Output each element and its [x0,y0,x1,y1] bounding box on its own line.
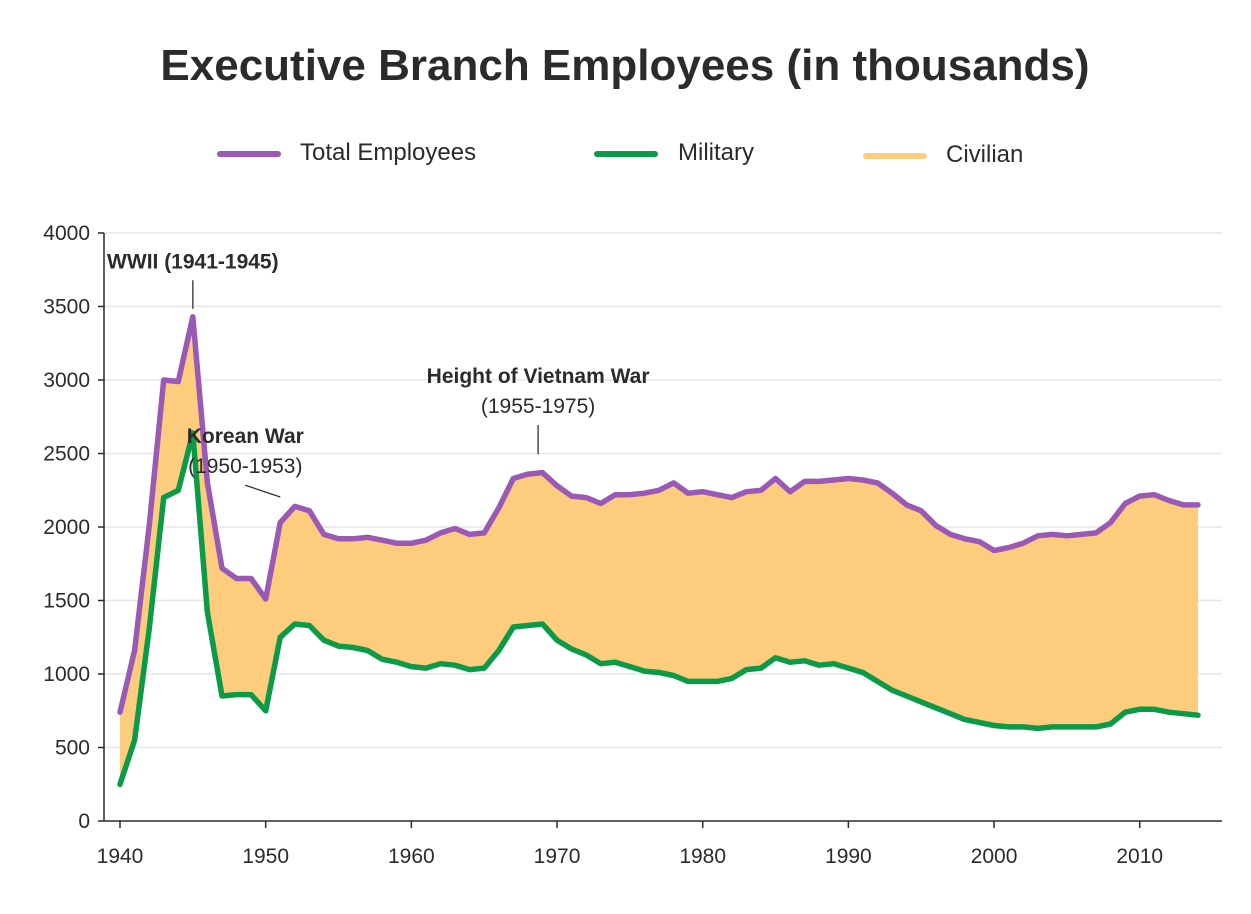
series-line-total [117,314,1201,715]
y-tick-label-1500: 1500 [43,590,90,613]
annotation-wwii-text-0: WWII (1941-1945) [107,250,279,273]
y-tick-label-2500: 2500 [43,443,90,466]
y-tick-label-1000: 1000 [43,663,90,686]
annotation-vietnam: Height of Vietnam War (1955-1975) [427,365,650,455]
x-tick-label-1990: 1990 [825,845,872,868]
civilian-area-layer [120,316,1198,785]
x-tick-label-1970: 1970 [534,845,581,868]
axes: 0 500 1000 1500 2000 2500 3000 3500 4000 1940 1950… [43,222,1222,868]
y-tick-label-500: 500 [55,737,90,760]
x-tick-label-2000: 2000 [971,845,1018,868]
annotation-korean-text-0: Korean War [187,425,304,448]
annotation-vietnam-text-0: Height of Vietnam War [427,365,650,388]
civilian-area [120,316,1198,785]
x-tick-label-2010: 2010 [1116,845,1163,868]
annotations: WWII (1941-1945) Korean War (1950-1953) Hei… [107,250,650,498]
y-tick-label-0: 0 [78,810,90,833]
annotation-wwii: WWII (1941-1945) [107,250,279,309]
annotation-korean: Korean War (1950-1953) [187,425,304,498]
x-tick-label-1980: 1980 [679,845,726,868]
annotation-korean-text-1: (1950-1953) [188,455,302,478]
annotation-korean-leader [245,484,281,498]
series-lines [117,314,1201,788]
series-line-military [117,430,1201,788]
chart-title: Executive Branch Employees (in thousands… [160,41,1089,90]
legend-label-civilian: Civilian [946,141,1023,168]
y-tick-label-3500: 3500 [43,296,90,319]
x-tick-label-1940: 1940 [97,845,144,868]
annotation-vietnam-text-1: (1955-1975) [481,395,595,418]
x-tick-label-1960: 1960 [388,845,435,868]
y-tick-label-2000: 2000 [43,516,90,539]
x-tick-label-1950: 1950 [242,845,289,868]
legend-label-total: Total Employees [300,139,476,166]
legend-label-military: Military [678,139,754,166]
y-tick-label-3000: 3000 [43,369,90,392]
legend: Total Employees Military Civilian [217,139,1023,168]
y-tick-label-4000: 4000 [43,222,90,245]
